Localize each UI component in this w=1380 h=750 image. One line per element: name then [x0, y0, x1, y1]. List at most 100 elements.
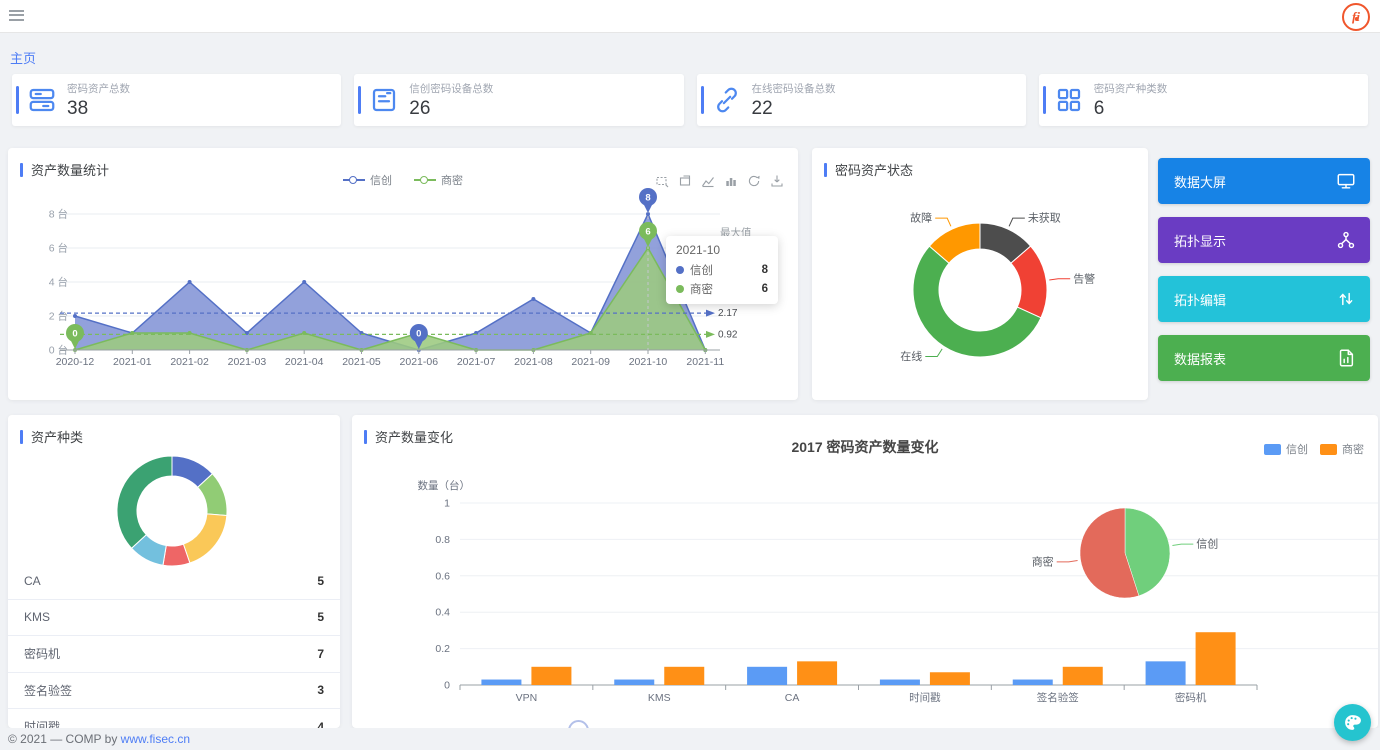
- panel-asset-trend: 资产数量统计 信创 商密 0 台 2 台 4 台 6 台 8 台 2020-12 2021-…: [8, 148, 798, 400]
- trend-area-chart[interactable]: 0 台 2 台 4 台 6 台 8 台 2020-12 2021-01 2021-02 2021…: [8, 148, 798, 400]
- tooltip-row: 信创 8: [676, 262, 768, 278]
- type-list: CA 5 KMS 5 密码机 7 签名验签 3 时间戳 4: [8, 563, 340, 728]
- svg-text:2021-09: 2021-09: [571, 356, 610, 368]
- svg-text:未获取: 未获取: [1028, 212, 1061, 225]
- accent-bar: [700, 86, 704, 114]
- legend-item-xinchuang[interactable]: 信创: [343, 172, 392, 188]
- list-item[interactable]: KMS 5: [8, 600, 340, 636]
- svg-text:6 台: 6 台: [49, 242, 68, 255]
- data-screen-button[interactable]: 数据大屏: [1158, 158, 1370, 204]
- server-icon: [27, 85, 57, 115]
- list-item[interactable]: 时间戳 4: [8, 709, 340, 728]
- zoom-restore-icon[interactable]: [678, 174, 692, 188]
- stat-value: 26: [409, 97, 431, 119]
- svg-text:0.2: 0.2: [435, 643, 450, 655]
- change-bar-chart[interactable]: 0 0.2 0.4 0.6 0.8 1 VPN KMS CA 时间戳 签名验签 密码机 数量（台）: [352, 415, 1378, 728]
- stat-card-total-assets: 密码资产总数 38: [12, 74, 342, 126]
- svg-text:2021-07: 2021-07: [457, 356, 496, 368]
- svg-text:KMS: KMS: [648, 692, 671, 704]
- svg-text:2021-08: 2021-08: [514, 356, 553, 368]
- stats-row: 密码资产总数 38 信创密码设备总数 26 在线密码设备总数 22 密码资产种类…: [12, 74, 1368, 126]
- svg-text:4 台: 4 台: [49, 276, 68, 289]
- svg-text:2021-05: 2021-05: [342, 356, 381, 368]
- zoom-box-icon[interactable]: [655, 174, 669, 188]
- brand-logo-dot: [1354, 17, 1358, 21]
- copyright-text: © 2021 — COMP by: [8, 732, 121, 746]
- legend-line-marker: [343, 175, 365, 185]
- legend-line-marker: [414, 175, 436, 185]
- accent-bar: [1042, 86, 1046, 114]
- svg-text:0.6: 0.6: [435, 570, 450, 582]
- svg-text:2021-10: 2021-10: [629, 356, 668, 368]
- topology-edit-button[interactable]: 拓扑编辑: [1158, 276, 1370, 322]
- svg-text:数量（台）: 数量（台）: [418, 479, 471, 492]
- list-item[interactable]: 签名验签 3: [8, 673, 340, 709]
- topology-icon: [1337, 231, 1355, 249]
- svg-text:2021-03: 2021-03: [228, 356, 267, 368]
- footer-link[interactable]: www.fisec.cn: [120, 732, 191, 746]
- svg-text:商密: 商密: [1032, 554, 1054, 568]
- topology-view-button[interactable]: 拓扑显示: [1158, 217, 1370, 263]
- data-report-button[interactable]: 数据报表: [1158, 335, 1370, 381]
- stat-label: 密码资产总数: [67, 82, 130, 95]
- svg-text:告警: 告警: [1073, 271, 1095, 285]
- svg-text:0.4: 0.4: [435, 607, 450, 619]
- svg-text:8 台: 8 台: [49, 208, 68, 221]
- svg-text:2 台: 2 台: [49, 310, 68, 323]
- link-icon: [712, 85, 742, 115]
- palette-icon: [1345, 715, 1361, 730]
- types-donut-chart[interactable]: [8, 449, 340, 599]
- svg-text:在线: 在线: [900, 349, 922, 363]
- svg-text:时间戳: 时间戳: [909, 691, 941, 704]
- svg-text:0 台: 0 台: [49, 344, 68, 357]
- legend-item-xinchuang[interactable]: 信创: [1264, 441, 1308, 457]
- top-bar: fi: [0, 0, 1380, 33]
- monitor-icon: [1337, 173, 1355, 189]
- device-icon: [369, 85, 399, 115]
- footer: © 2021 — COMP by www.fisec.cn: [0, 728, 1380, 750]
- panel-title-status: 密码资产状态: [824, 160, 913, 179]
- breadcrumb: 主页: [10, 48, 36, 67]
- list-item[interactable]: CA 5: [8, 563, 340, 600]
- chart-tooltip: 2021-10 信创 8 商密 6: [666, 236, 778, 304]
- menu-toggle-icon[interactable]: [9, 10, 24, 21]
- svg-text:CA: CA: [785, 692, 800, 704]
- list-item[interactable]: 密码机 7: [8, 636, 340, 673]
- panel-asset-change: 资产数量变化 2017 密码资产数量变化 信创 商密 0 0.2 0.4 0.6 0.8…: [352, 415, 1378, 728]
- stat-label: 在线密码设备总数: [751, 82, 836, 95]
- download-icon[interactable]: [770, 174, 784, 188]
- grid-icon: [1054, 85, 1084, 115]
- panel-title-types: 资产种类: [20, 427, 83, 446]
- legend-swatch: [1320, 443, 1337, 455]
- tooltip-row: 商密 6: [676, 281, 768, 297]
- brand-logo[interactable]: fi: [1342, 3, 1370, 31]
- stat-card-xinchuang-devices: 信创密码设备总数 26: [354, 74, 684, 126]
- legend-item-shangmi[interactable]: 商密: [1320, 441, 1364, 457]
- stat-card-online-devices: 在线密码设备总数 22: [696, 74, 1026, 126]
- svg-text:2.17: 2.17: [718, 308, 738, 319]
- line-chart-icon[interactable]: [701, 174, 715, 188]
- bar-chart-title: 2017 密码资产数量变化: [791, 439, 939, 455]
- svg-text:2021-01: 2021-01: [113, 356, 152, 368]
- svg-text:密码机: 密码机: [1175, 691, 1207, 704]
- legend-item-shangmi[interactable]: 商密: [414, 172, 463, 188]
- svg-text:8: 8: [645, 193, 650, 204]
- breadcrumb-home[interactable]: 主页: [10, 51, 37, 66]
- bar-chart-icon[interactable]: [724, 174, 738, 188]
- series-dot: [676, 285, 684, 293]
- brand-logo-text: fi: [1352, 9, 1360, 24]
- quick-actions: 数据大屏 拓扑显示 拓扑编辑 数据报表: [1158, 158, 1370, 394]
- svg-text:VPN: VPN: [516, 692, 538, 704]
- svg-text:2020-12: 2020-12: [56, 356, 95, 368]
- panel-asset-status: 密码资产状态 未获取 告警 在线 故障: [812, 148, 1148, 400]
- stat-value: 22: [751, 97, 773, 119]
- theme-button[interactable]: [1334, 704, 1371, 741]
- trend-legend: 信创 商密: [8, 172, 798, 188]
- svg-text:0.92: 0.92: [718, 329, 738, 340]
- svg-text:签名验签: 签名验签: [1037, 691, 1079, 704]
- refresh-icon[interactable]: [747, 174, 761, 188]
- stat-value: 6: [1093, 97, 1105, 119]
- accent-bar: [20, 429, 23, 444]
